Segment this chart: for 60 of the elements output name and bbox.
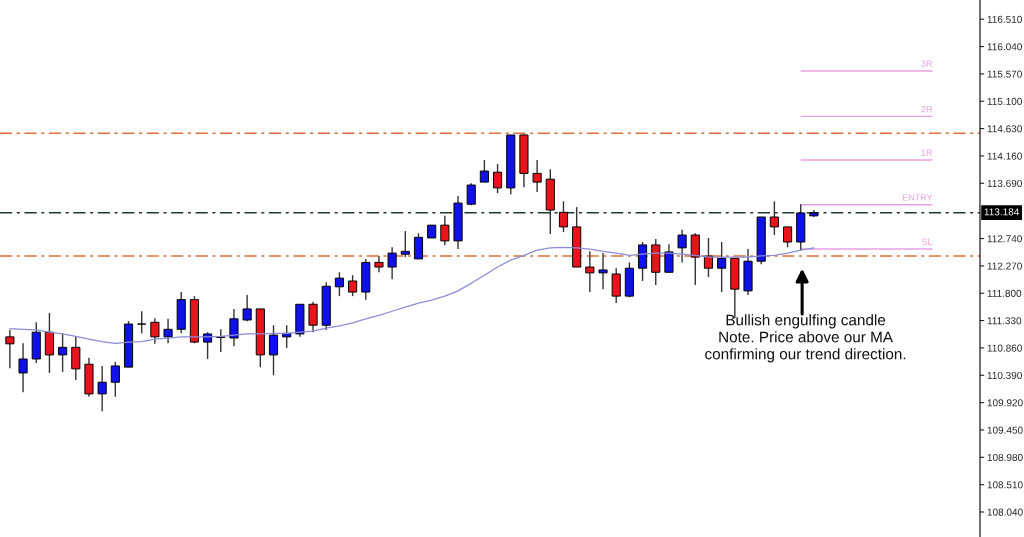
candlestick bbox=[677, 229, 687, 264]
candlestick bbox=[308, 301, 318, 333]
candlestick bbox=[493, 163, 503, 194]
candlestick bbox=[690, 232, 700, 286]
candlestick bbox=[163, 318, 173, 344]
y-tick-label: 112.740 bbox=[987, 235, 1022, 243]
candlestick bbox=[703, 237, 714, 278]
candlestick bbox=[387, 246, 397, 280]
y-tick-label: 112.270 bbox=[987, 262, 1022, 270]
y-tick-label: 115.570 bbox=[987, 70, 1022, 78]
candlestick bbox=[664, 243, 674, 274]
candlestick bbox=[479, 159, 489, 183]
candlestick bbox=[413, 232, 424, 260]
candlestick bbox=[334, 271, 344, 297]
candlestick bbox=[137, 310, 147, 335]
ref-line-label: 113.184 bbox=[984, 208, 1020, 216]
y-tick-label: 109.920 bbox=[987, 399, 1023, 407]
candlestick bbox=[532, 159, 542, 193]
y-tick-label: 114.630 bbox=[987, 125, 1022, 133]
candlestick bbox=[782, 226, 793, 248]
candlestick bbox=[18, 342, 28, 393]
y-tick-label: 115.100 bbox=[987, 97, 1022, 105]
candlestick bbox=[58, 332, 68, 373]
y-tick-label: 116.510 bbox=[987, 15, 1022, 23]
candlestick bbox=[150, 317, 160, 345]
candlestick bbox=[440, 215, 450, 246]
ref-line-label: ENTRY bbox=[902, 194, 933, 201]
y-tick-label: 114.160 bbox=[987, 152, 1022, 160]
ref-line-label: 1R bbox=[921, 149, 933, 156]
ref-line-label: 3R bbox=[921, 60, 933, 67]
candlestick bbox=[5, 329, 15, 369]
candlestick bbox=[242, 294, 252, 322]
y-tick-label: 110.860 bbox=[987, 344, 1022, 352]
candlestick bbox=[110, 361, 120, 398]
y-tick-label: 116.040 bbox=[987, 43, 1022, 51]
y-tick-label: 111.330 bbox=[987, 317, 1022, 325]
candlestick bbox=[400, 230, 410, 258]
y-tick-label: 108.980 bbox=[987, 453, 1023, 462]
candlestick bbox=[44, 312, 54, 374]
candlestick bbox=[268, 324, 279, 376]
candlestick bbox=[611, 267, 621, 304]
y-tick-label: 108.040 bbox=[987, 508, 1023, 516]
candlestick bbox=[558, 200, 569, 233]
ref-line-label: 2R bbox=[921, 105, 933, 113]
y-tick-label: 111.800 bbox=[987, 289, 1022, 297]
annotation: Bullish engulfing candle Note. Price above our MA confirming our trend direction. bbox=[705, 314, 906, 363]
candlestick bbox=[769, 200, 779, 236]
candlestick bbox=[637, 241, 648, 282]
candlestick bbox=[585, 250, 595, 293]
candlestick bbox=[71, 336, 81, 381]
candlestick bbox=[598, 252, 608, 290]
y-tick-label: 109.450 bbox=[987, 426, 1023, 434]
y-tick-label: 113.690 bbox=[987, 179, 1022, 187]
candlestick bbox=[348, 274, 358, 297]
candlestick bbox=[717, 241, 727, 293]
ref-line-label: SL bbox=[921, 238, 933, 245]
candlestick bbox=[97, 365, 107, 413]
y-tick-label: 110.390 bbox=[987, 371, 1022, 379]
candlestick bbox=[229, 308, 239, 347]
y-tick-label: 108.510 bbox=[987, 481, 1023, 489]
